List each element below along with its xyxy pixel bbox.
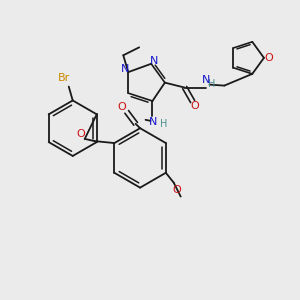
Text: O: O [190,101,199,111]
Text: H: H [208,79,215,88]
Text: N: N [121,64,130,74]
Text: Br: Br [58,73,70,83]
Text: O: O [265,53,273,63]
Text: H: H [160,119,167,129]
Text: N: N [150,56,158,66]
Text: O: O [172,184,181,195]
Text: N: N [149,117,158,127]
Text: N: N [202,75,211,85]
Text: O: O [117,102,126,112]
Text: O: O [76,129,85,139]
